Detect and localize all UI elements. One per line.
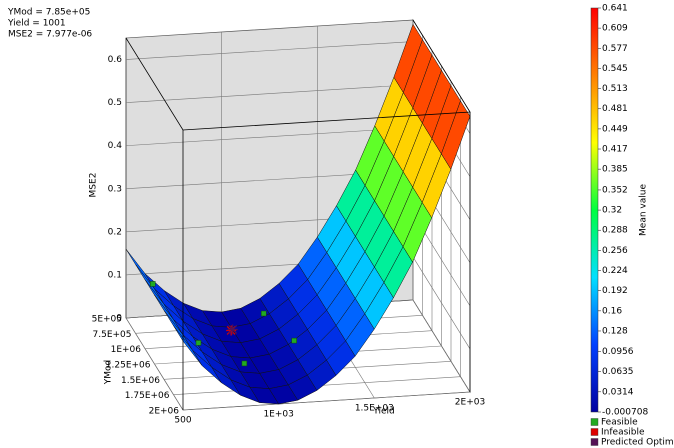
colorbar-tick-label: 0.577 bbox=[602, 44, 628, 54]
grid-line bbox=[125, 84, 414, 103]
grid-line bbox=[182, 391, 471, 411]
y-tick-label: 2E+06 bbox=[149, 407, 180, 417]
x-tick-label: 2E+03 bbox=[455, 398, 485, 408]
y-tick-label: 1.75E+06 bbox=[125, 391, 170, 401]
colorbar-tick-label: 0.0956 bbox=[602, 347, 634, 357]
box-edge bbox=[125, 19, 471, 131]
x-axis-label: Yield bbox=[372, 407, 394, 417]
legend-swatch bbox=[590, 438, 599, 446]
z-tick-label: 0.2 bbox=[108, 227, 122, 237]
colorbar-tick-label: 0.513 bbox=[602, 84, 628, 94]
feasible-point bbox=[291, 337, 297, 344]
y-tick-label: 1E+06 bbox=[111, 345, 142, 355]
feasible-point bbox=[241, 360, 248, 367]
colorbar-tick-label: 0.385 bbox=[602, 165, 628, 175]
z-tick-label: 0.4 bbox=[108, 141, 123, 151]
colorbar-tick-label: 0.481 bbox=[602, 104, 628, 114]
legend-swatch bbox=[590, 418, 599, 426]
colorbar-tick-label: 0.16 bbox=[602, 306, 622, 316]
colorbar-tick-label: -0.000708 bbox=[602, 408, 648, 418]
colorbar-tick-label: 0.128 bbox=[602, 326, 628, 336]
z-tick-label: 0.3 bbox=[108, 184, 122, 194]
y-tick-label: 1.25E+06 bbox=[106, 361, 151, 371]
x-tick-label: 500 bbox=[174, 416, 191, 426]
colorbar-label: Mean value bbox=[639, 184, 649, 236]
colorbar-tick-label: 0.0635 bbox=[602, 367, 634, 377]
grid-line bbox=[125, 41, 414, 60]
feasible-point bbox=[260, 310, 267, 317]
y-axis-label: YMod bbox=[104, 360, 114, 385]
annotation: Yield = 1001 bbox=[7, 19, 66, 29]
annotation: YMod = 7.85e+05 bbox=[7, 8, 90, 18]
colorbar-tick-label: 0.449 bbox=[602, 124, 628, 134]
annotation: MSE2 = 7.977e-06 bbox=[8, 30, 92, 40]
z-tick-label: 0.1 bbox=[108, 270, 122, 280]
y-tick-label: 7.5E+05 bbox=[93, 330, 132, 340]
y-tick-label: 1.5E+06 bbox=[121, 376, 160, 386]
colorbar bbox=[590, 7, 599, 413]
legend-label: Predicted Optimum bbox=[601, 438, 674, 448]
colorbar-tick-label: 0.224 bbox=[602, 266, 628, 276]
legend-label: Feasible bbox=[601, 418, 638, 428]
y-tick-label: 5E+05 bbox=[92, 315, 122, 325]
feasible-point bbox=[195, 340, 202, 346]
colorbar-tick-label: 0.32 bbox=[602, 206, 622, 216]
feasible-point bbox=[150, 281, 156, 287]
z-tick-label: 0.5 bbox=[108, 98, 122, 108]
legend-swatch bbox=[590, 428, 599, 436]
legend-label: Infeasible bbox=[601, 428, 645, 438]
colorbar-tick-label: 0.288 bbox=[602, 226, 628, 236]
colorbar-tick-label: 0.641 bbox=[602, 4, 628, 14]
point-star bbox=[227, 324, 238, 335]
colorbar-tick-label: 0.545 bbox=[602, 64, 628, 74]
colorbar-tick-label: 0.192 bbox=[602, 286, 628, 296]
x-tick-label: 1E+03 bbox=[263, 410, 293, 420]
z-tick-label: 0 bbox=[116, 314, 122, 324]
grid-line bbox=[125, 127, 414, 146]
colorbar-tick-label: 0.609 bbox=[602, 24, 628, 34]
z-tick-label: 0.6 bbox=[108, 55, 123, 65]
colorbar-tick-label: 0.256 bbox=[602, 246, 628, 256]
colorbar-tick-label: 0.417 bbox=[602, 145, 628, 155]
colorbar-tick-label: 0.352 bbox=[602, 185, 628, 195]
colorbar-tick-label: 0.0314 bbox=[602, 387, 634, 397]
x-tick-label: 1.5E+03 bbox=[355, 404, 394, 414]
z-axis-label: MSE2 bbox=[89, 173, 99, 198]
